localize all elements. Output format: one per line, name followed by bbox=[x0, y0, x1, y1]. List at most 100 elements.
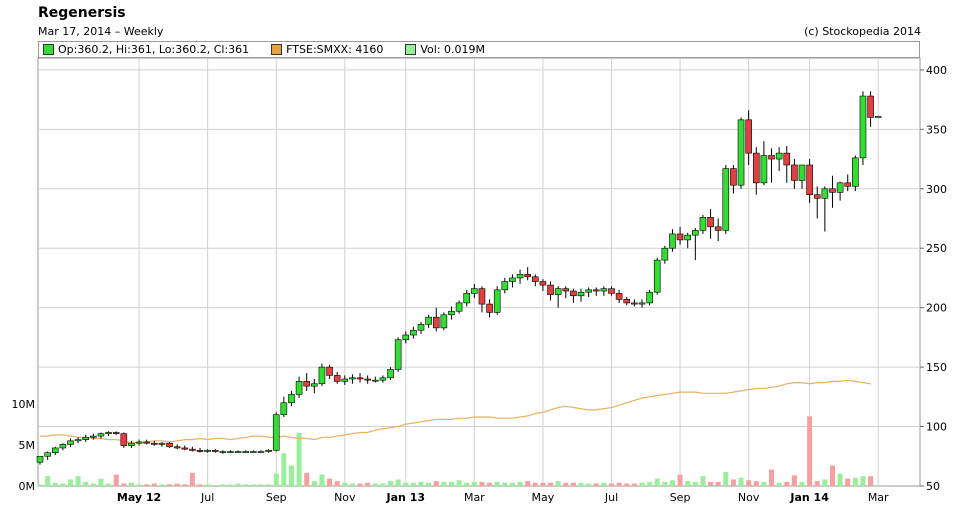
candle-body bbox=[608, 288, 615, 294]
volume-bar bbox=[593, 483, 599, 486]
volume-bar bbox=[685, 481, 691, 486]
candle bbox=[74, 437, 82, 444]
candle bbox=[684, 232, 692, 249]
candle bbox=[615, 289, 623, 303]
candle bbox=[196, 447, 204, 453]
volume-bar bbox=[708, 481, 714, 486]
candle-body bbox=[592, 289, 600, 292]
candle bbox=[311, 379, 318, 394]
candle-body bbox=[143, 441, 150, 444]
index-line bbox=[40, 379, 871, 444]
candle-body bbox=[707, 217, 714, 228]
candle-body bbox=[829, 188, 836, 193]
volume-tick-label: 10M bbox=[12, 398, 36, 411]
candle-body bbox=[745, 119, 752, 154]
candle bbox=[204, 449, 211, 453]
candle-body bbox=[272, 414, 280, 451]
candle-body bbox=[234, 451, 242, 453]
legend-swatch-index bbox=[271, 44, 283, 55]
candle bbox=[455, 300, 463, 314]
candle bbox=[135, 439, 143, 446]
legend-swatch-price bbox=[43, 44, 54, 55]
candle bbox=[410, 326, 417, 339]
candle-body bbox=[196, 450, 204, 452]
candle-body bbox=[577, 291, 585, 297]
volume-bar bbox=[494, 481, 500, 486]
candle bbox=[478, 286, 486, 313]
volume-bar bbox=[776, 482, 782, 486]
candle-body bbox=[531, 276, 539, 282]
legend-item-price: Op:360.2, Hi:361, Lo:360.2, Cl:361 bbox=[43, 43, 249, 56]
candle bbox=[539, 279, 547, 292]
candle-body bbox=[257, 451, 265, 453]
volume-bar bbox=[509, 482, 515, 486]
candle-body bbox=[463, 293, 471, 304]
volume-bar bbox=[144, 484, 150, 486]
volume-bar bbox=[281, 453, 287, 486]
candle-body bbox=[219, 451, 227, 453]
candles bbox=[36, 91, 882, 465]
candle-body bbox=[844, 182, 852, 187]
candle bbox=[859, 91, 867, 165]
volume-bar bbox=[784, 481, 790, 486]
volume-bar bbox=[631, 483, 637, 486]
candle bbox=[463, 289, 471, 307]
candle bbox=[173, 444, 181, 450]
volume-bar bbox=[570, 482, 576, 486]
volume-bar bbox=[212, 485, 218, 486]
candle-body bbox=[798, 164, 806, 181]
candle bbox=[387, 367, 394, 381]
candle-body bbox=[151, 442, 158, 445]
candle-body bbox=[867, 95, 874, 118]
candle bbox=[295, 376, 303, 399]
volume-bars bbox=[37, 416, 881, 486]
volume-bar bbox=[151, 483, 157, 486]
candle-body bbox=[486, 303, 493, 313]
volume-bar bbox=[67, 479, 73, 486]
candle-body bbox=[440, 314, 448, 329]
candle bbox=[516, 269, 524, 284]
candle-body bbox=[211, 450, 219, 452]
candle bbox=[547, 281, 554, 301]
candle bbox=[669, 229, 676, 252]
volume-bar bbox=[60, 483, 66, 486]
candle bbox=[364, 375, 371, 384]
candle-body bbox=[166, 442, 173, 448]
candle-body bbox=[554, 288, 562, 295]
candle-body bbox=[661, 247, 669, 261]
volume-bar bbox=[525, 481, 531, 486]
candle-body bbox=[623, 299, 631, 304]
volume-bar bbox=[83, 481, 89, 486]
volume-bar bbox=[555, 481, 561, 486]
date-tick-label: Sep bbox=[670, 491, 691, 504]
date-tick-label: Jul bbox=[604, 491, 618, 504]
volume-bar bbox=[746, 480, 752, 486]
candle-body bbox=[379, 377, 387, 381]
volume-bar bbox=[601, 482, 607, 486]
candle-body bbox=[288, 394, 295, 404]
candle bbox=[768, 148, 775, 183]
candle bbox=[798, 164, 806, 189]
candle bbox=[554, 286, 562, 308]
volume-bar bbox=[807, 416, 813, 486]
axes: 400 350 300 250 200 150 100 50 10M 5M 0M May 12 Jul S… bbox=[12, 64, 948, 504]
candle-body bbox=[181, 447, 189, 450]
volume-bar bbox=[738, 477, 744, 486]
candle-body bbox=[730, 168, 737, 186]
candle-body bbox=[669, 233, 676, 249]
candle-body bbox=[775, 152, 783, 160]
volume-bar bbox=[311, 481, 317, 486]
volume-bar bbox=[586, 483, 592, 486]
candle bbox=[486, 299, 493, 318]
candle bbox=[592, 287, 600, 296]
candle bbox=[638, 299, 646, 308]
candle-body bbox=[699, 217, 707, 231]
candle bbox=[112, 431, 120, 435]
volume-bar bbox=[45, 476, 51, 486]
volume-bar bbox=[273, 473, 279, 486]
candle bbox=[288, 390, 295, 407]
candle-body bbox=[349, 377, 356, 380]
volume-bar bbox=[639, 482, 645, 486]
candle-body bbox=[493, 289, 501, 313]
candle bbox=[158, 442, 166, 447]
